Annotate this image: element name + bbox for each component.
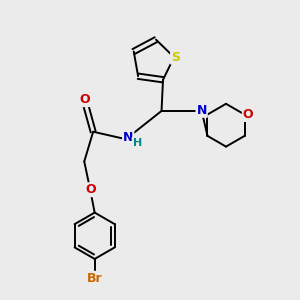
Text: O: O [85, 183, 95, 196]
Text: N: N [196, 104, 207, 117]
Text: H: H [133, 138, 142, 148]
Text: N: N [123, 131, 134, 144]
Text: S: S [171, 51, 180, 64]
Text: O: O [80, 93, 91, 106]
Text: Br: Br [87, 272, 103, 285]
Text: O: O [243, 108, 254, 121]
